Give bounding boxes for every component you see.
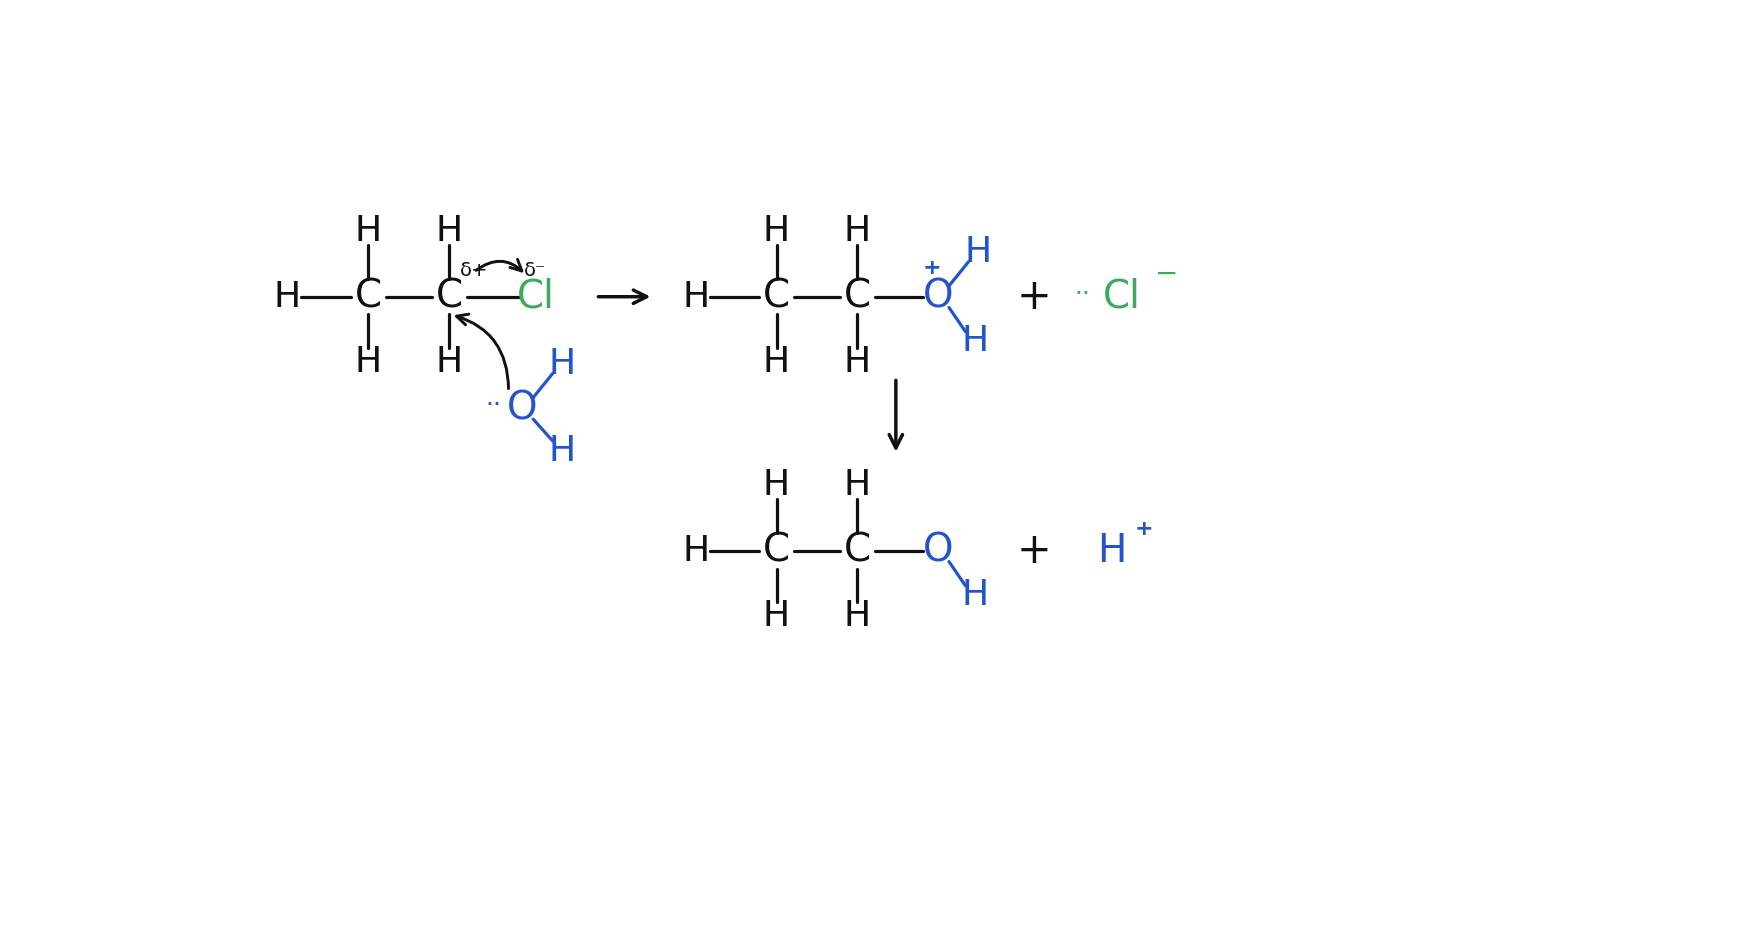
Text: H: H bbox=[843, 214, 871, 248]
Text: H: H bbox=[965, 235, 991, 269]
Text: H: H bbox=[1097, 531, 1125, 570]
Text: H: H bbox=[683, 533, 709, 568]
Text: H: H bbox=[549, 346, 577, 380]
Text: C: C bbox=[763, 531, 791, 570]
Text: H: H bbox=[962, 578, 989, 612]
Text: Cl: Cl bbox=[1103, 278, 1141, 316]
Text: C: C bbox=[355, 278, 381, 316]
Text: C: C bbox=[436, 278, 463, 316]
Text: +: + bbox=[1017, 530, 1052, 572]
Text: H: H bbox=[549, 434, 577, 468]
Text: ··: ·· bbox=[486, 393, 502, 417]
Text: H: H bbox=[763, 469, 791, 502]
Text: H: H bbox=[843, 599, 871, 633]
Text: +: + bbox=[1017, 276, 1052, 317]
Text: O: O bbox=[923, 531, 953, 570]
FancyArrowPatch shape bbox=[476, 259, 523, 271]
Text: ··: ·· bbox=[1075, 282, 1090, 305]
Text: Cl: Cl bbox=[517, 278, 556, 316]
Text: δ⁻: δ⁻ bbox=[524, 261, 547, 280]
Text: H: H bbox=[355, 346, 381, 379]
Text: +: + bbox=[1134, 519, 1153, 539]
Text: H: H bbox=[683, 280, 709, 314]
FancyArrowPatch shape bbox=[456, 315, 509, 389]
Text: H: H bbox=[962, 324, 989, 359]
Text: C: C bbox=[843, 531, 871, 570]
Text: +: + bbox=[923, 258, 941, 278]
Text: O: O bbox=[923, 278, 953, 316]
Text: H: H bbox=[763, 599, 791, 633]
Text: δ+: δ+ bbox=[460, 261, 488, 280]
Text: H: H bbox=[355, 214, 381, 248]
Text: H: H bbox=[436, 214, 463, 248]
Text: H: H bbox=[436, 346, 463, 379]
Text: C: C bbox=[843, 278, 871, 316]
Text: C: C bbox=[763, 278, 791, 316]
Text: −: − bbox=[1155, 259, 1179, 287]
Text: H: H bbox=[843, 469, 871, 502]
Text: H: H bbox=[763, 346, 791, 379]
Text: H: H bbox=[273, 280, 301, 314]
Text: H: H bbox=[843, 346, 871, 379]
Text: H: H bbox=[763, 214, 791, 248]
Text: O: O bbox=[507, 390, 538, 427]
